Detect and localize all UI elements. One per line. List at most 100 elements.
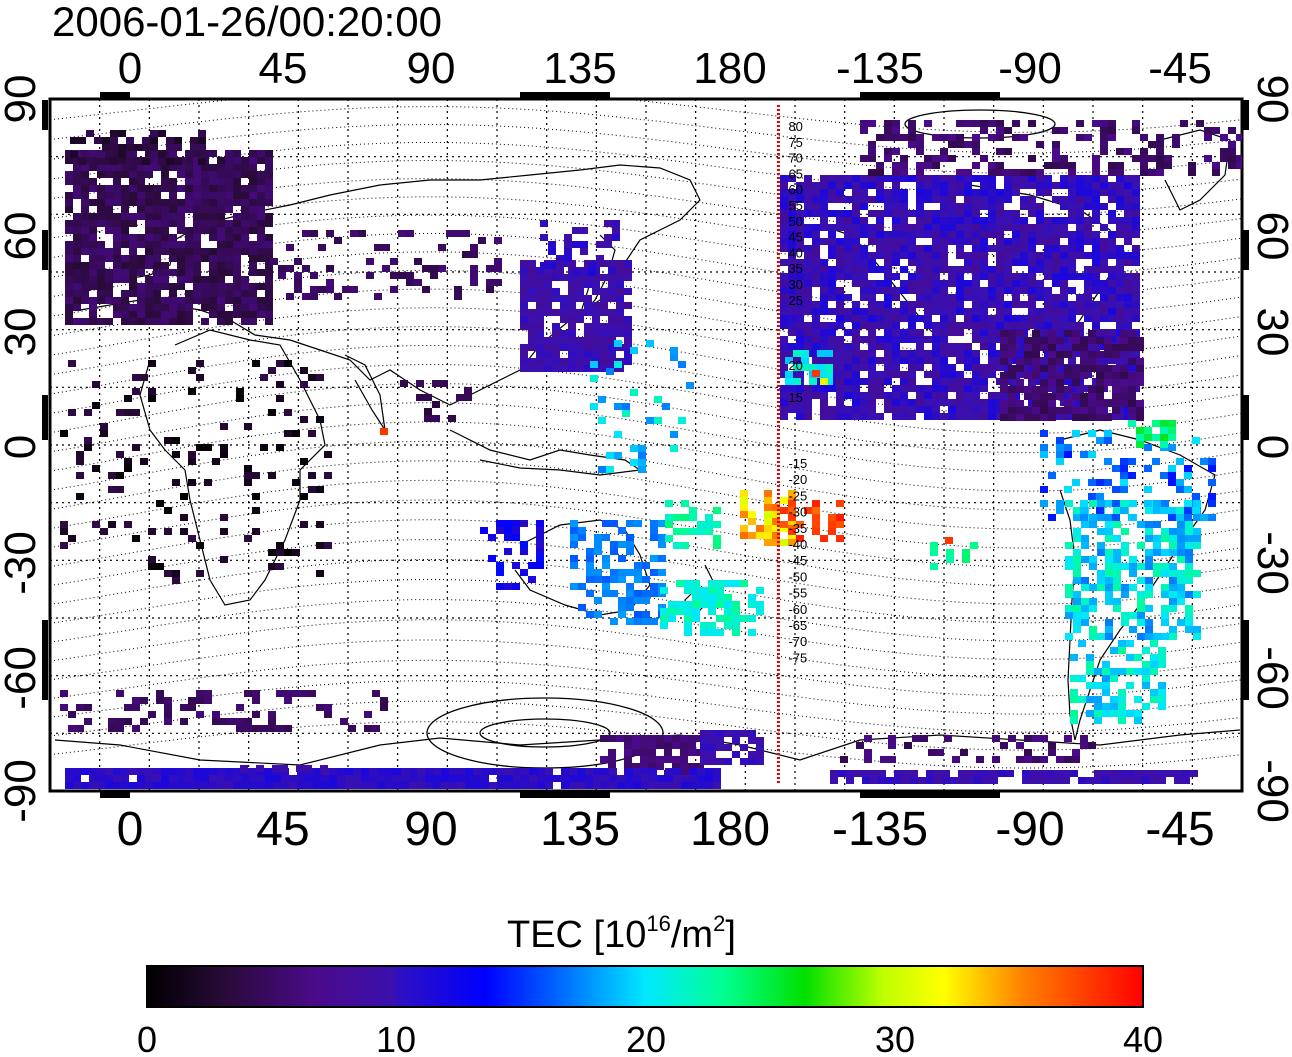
tec-cell xyxy=(1004,280,1012,287)
tec-cell xyxy=(600,358,608,365)
tec-cell xyxy=(1072,749,1080,756)
tec-cell xyxy=(892,308,900,315)
tec-cell xyxy=(930,563,938,570)
tec-cell xyxy=(625,775,633,782)
tec-cell xyxy=(924,273,932,280)
tec-cell xyxy=(1052,294,1060,301)
colorbar xyxy=(146,965,1144,1008)
tec-cell xyxy=(876,134,884,141)
tec-cell xyxy=(748,730,756,737)
tec-cell xyxy=(513,775,521,782)
tec-cell xyxy=(385,768,393,775)
tec-cell xyxy=(481,782,489,789)
tec-cell xyxy=(962,556,970,563)
tec-cell xyxy=(844,329,852,336)
tec-cell xyxy=(1150,777,1158,784)
tec-cell xyxy=(1040,400,1048,407)
tec-cell xyxy=(172,451,180,458)
tec-cell xyxy=(520,358,528,365)
tec-cell xyxy=(1008,414,1016,421)
tec-cell xyxy=(241,241,249,248)
tec-cell xyxy=(972,273,980,280)
tec-cell xyxy=(956,273,964,280)
tec-cell xyxy=(594,576,602,583)
tec-cell xyxy=(1136,337,1144,344)
tec-cell xyxy=(664,749,672,756)
tec-cell xyxy=(1028,294,1036,301)
tec-cell xyxy=(193,255,201,262)
tec-cell xyxy=(618,569,626,576)
tec-cell xyxy=(964,224,972,231)
tec-cell xyxy=(740,744,748,751)
tec-cell xyxy=(788,196,796,203)
tec-cell xyxy=(512,534,520,541)
tec-cell xyxy=(462,251,470,258)
tec-cell xyxy=(424,394,432,401)
frame-bar xyxy=(100,792,130,798)
tec-cell xyxy=(81,241,89,248)
tec-cell xyxy=(568,309,576,316)
tec-cell xyxy=(116,486,124,493)
mlat-label: -50 xyxy=(788,569,807,584)
tec-cell xyxy=(520,288,528,295)
tec-cell xyxy=(233,276,241,283)
tec-cell xyxy=(249,269,257,276)
tec-cell xyxy=(764,532,772,539)
tec-cell xyxy=(764,539,772,546)
tec-cell xyxy=(1024,372,1032,379)
tec-cell xyxy=(868,120,876,127)
tec-cell xyxy=(708,758,716,765)
tec-cell xyxy=(852,343,860,350)
tec-cell xyxy=(110,158,118,165)
tec-cell xyxy=(708,629,716,636)
tec-cell xyxy=(836,224,844,231)
tec-cell xyxy=(910,777,918,784)
coastline xyxy=(1159,129,1231,211)
tec-cell xyxy=(1126,777,1134,784)
tec-cell xyxy=(244,472,252,479)
tec-cell xyxy=(892,364,900,371)
tec-cell xyxy=(980,336,988,343)
tec-cell xyxy=(1137,577,1145,584)
tec-cell xyxy=(1080,344,1088,351)
tec-cell xyxy=(996,308,1004,315)
tec-cell xyxy=(60,542,68,549)
tec-cell xyxy=(102,137,110,144)
tec-cell xyxy=(1036,259,1044,266)
tec-cell xyxy=(860,392,868,399)
tec-cell xyxy=(780,392,788,399)
tec-cell xyxy=(220,423,228,430)
tec-cell xyxy=(537,782,545,789)
tec-cell xyxy=(988,357,996,364)
tec-cell xyxy=(626,618,634,625)
tec-cell xyxy=(129,290,137,297)
tec-cell xyxy=(560,358,568,365)
tec-cell xyxy=(169,164,177,171)
tec-cell xyxy=(236,725,244,732)
frame-bar xyxy=(42,230,48,270)
tec-cell xyxy=(650,527,658,534)
tec-cell xyxy=(988,406,996,413)
tec-cell xyxy=(320,765,328,772)
tec-cell xyxy=(676,601,684,608)
tec-cell xyxy=(1140,169,1148,176)
tec-cell xyxy=(545,782,553,789)
tec-cell xyxy=(1132,155,1140,162)
tec-cell xyxy=(600,756,608,763)
tec-cell xyxy=(217,220,225,227)
tec-cell xyxy=(188,704,196,711)
tec-cell xyxy=(796,343,804,350)
tec-cell xyxy=(740,511,748,518)
tec-cell xyxy=(1137,563,1145,570)
tec-cell xyxy=(601,768,609,775)
tec-cell xyxy=(964,217,972,224)
tec-cell xyxy=(900,399,908,406)
tec-cell xyxy=(860,259,868,266)
tec-cell xyxy=(924,155,932,162)
tec-cell xyxy=(1060,245,1068,252)
tec-cell xyxy=(1094,703,1102,710)
tec-cell xyxy=(1088,742,1096,749)
tec-cell xyxy=(836,217,844,224)
tec-cell xyxy=(592,316,600,323)
tec-cell xyxy=(177,775,185,782)
